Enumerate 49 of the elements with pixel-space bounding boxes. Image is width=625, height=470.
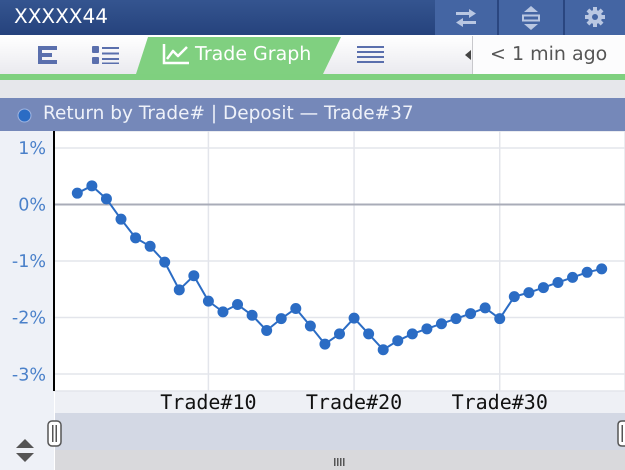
point [100,193,112,204]
point [567,272,578,283]
point [144,240,156,252]
point [334,328,345,340]
y-tick-label: -2% [12,308,46,329]
x-tick-label: Trade#10 [160,390,257,414]
point [552,276,564,288]
point [261,325,272,336]
point [290,302,302,314]
point [582,266,593,278]
point [232,299,244,310]
y-tick-label: -1% [12,252,46,272]
y-tick-label: -3% [12,365,46,386]
point [304,320,316,332]
point [378,344,389,356]
point [86,180,98,192]
text: < 1 min ago [490,43,608,65]
point [319,338,330,350]
point [523,287,534,298]
text: Trade Graph [195,43,312,65]
point [130,232,142,244]
point [246,310,258,321]
point [480,302,491,314]
text: XXXXX44 [14,4,108,28]
point [188,270,200,282]
point [392,335,404,346]
point [538,282,549,294]
point [276,313,287,324]
x-tick-label: Trade#30 [452,390,548,414]
x-tick-label: Trade#20 [306,390,402,414]
point [217,306,228,318]
point [174,284,185,296]
point [421,323,432,334]
point [116,214,127,225]
point [450,313,462,324]
point [436,318,447,330]
point [465,308,476,320]
chart-title: Return by Trade# | Deposit — Trade#37 [43,103,414,124]
point [159,256,170,268]
point [508,291,520,302]
y-tick-label: 0% [18,196,46,216]
point [202,296,214,307]
point [72,188,83,199]
point [596,263,608,274]
point [363,328,374,340]
point [406,328,418,340]
point [494,313,506,324]
point [348,312,360,324]
y-tick-label: 1% [18,139,46,160]
